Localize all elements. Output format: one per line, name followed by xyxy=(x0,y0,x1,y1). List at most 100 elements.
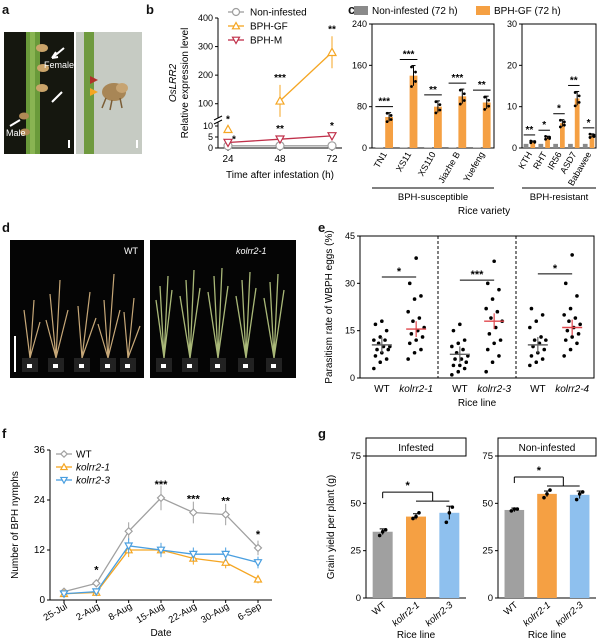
data-point xyxy=(434,111,438,115)
x-tick-label: XS11 xyxy=(394,150,413,173)
data-point xyxy=(540,313,545,317)
data-point xyxy=(489,316,493,320)
y-tick-label: 45 xyxy=(345,231,355,241)
y-tick-label: 25 xyxy=(482,546,493,557)
data-point xyxy=(447,511,452,515)
data-point xyxy=(544,137,547,141)
x-tick-label: kolrr2-4 xyxy=(555,384,589,395)
significance-label: * xyxy=(557,104,561,115)
series-line xyxy=(227,138,281,144)
data-point xyxy=(577,94,581,98)
legend-swatch xyxy=(354,6,368,15)
x-axis-label: Rice line xyxy=(458,398,497,409)
y-tick-label: 5 xyxy=(208,132,213,142)
data-point xyxy=(417,511,421,515)
x-axis-label: Date xyxy=(150,628,172,639)
data-point xyxy=(156,546,166,555)
significance-label: ** xyxy=(526,125,534,136)
legend-label: Non-infested xyxy=(250,8,307,19)
bar-bph-gf xyxy=(574,98,580,148)
data-point xyxy=(222,138,234,148)
data-point xyxy=(534,360,539,365)
data-point xyxy=(458,102,462,106)
data-point xyxy=(389,114,393,117)
data-point xyxy=(59,590,69,599)
data-point xyxy=(253,574,263,583)
data-point xyxy=(548,488,552,492)
data-point xyxy=(372,366,376,371)
data-point xyxy=(592,135,596,138)
data-point xyxy=(411,319,415,323)
data-point xyxy=(458,322,462,327)
significance-label: * xyxy=(330,121,334,132)
data-point xyxy=(563,281,568,286)
data-point xyxy=(490,360,495,365)
facet-header xyxy=(497,437,597,457)
data-point xyxy=(450,344,454,349)
data-point xyxy=(570,253,574,257)
data-point xyxy=(417,316,422,320)
photo-rice-stem-planthoppers: Female Male xyxy=(4,32,74,154)
data-point xyxy=(497,287,501,292)
panel-label-d: d xyxy=(2,220,10,235)
data-point xyxy=(567,319,571,323)
significance-label: * xyxy=(256,529,261,541)
data-point xyxy=(383,338,387,342)
bar-non-infested xyxy=(424,147,432,148)
data-point xyxy=(377,533,382,538)
data-point xyxy=(562,123,566,127)
panel-label-e: e xyxy=(318,220,326,235)
data-point xyxy=(412,297,417,301)
x-tick-label: kolrr2-3 xyxy=(477,384,511,395)
facet-header xyxy=(365,437,467,457)
x-tick-label: 24 xyxy=(222,154,234,165)
data-point xyxy=(380,529,385,534)
data-point xyxy=(563,338,568,342)
data-point xyxy=(372,338,376,342)
y-tick-label: 300 xyxy=(198,42,213,52)
bar-bph-gf xyxy=(530,141,536,148)
x-tick-label: WT xyxy=(452,384,468,395)
plot-frame xyxy=(359,235,595,379)
data-point xyxy=(450,505,455,509)
data-point xyxy=(575,341,579,346)
chart-c: Non-infested (72 h) BPH-GF (72 h) 0 80 160 24… xyxy=(352,6,597,217)
data-point xyxy=(534,319,539,323)
y-tick-label: 10 xyxy=(203,121,213,131)
data-point xyxy=(529,354,534,358)
data-point xyxy=(576,332,581,336)
bar xyxy=(504,509,525,598)
data-point xyxy=(327,141,337,151)
photo-wt-plants: WT xyxy=(10,240,144,378)
data-point xyxy=(409,332,414,336)
bar-non-infested xyxy=(582,143,588,148)
legend-label: BPH-M xyxy=(250,36,282,47)
data-point xyxy=(253,543,263,553)
x-tick-label: kolrr2-3 xyxy=(424,599,456,629)
y-tick-label: 24 xyxy=(34,495,46,506)
data-point xyxy=(542,347,547,352)
panel-label-a: a xyxy=(2,2,10,17)
y-tick-label: 0 xyxy=(362,143,367,153)
data-point xyxy=(497,354,501,358)
data-point xyxy=(462,99,466,102)
data-point xyxy=(528,363,532,368)
label-female: Female xyxy=(44,60,74,70)
data-point xyxy=(407,281,412,286)
x-tick-label: KTH xyxy=(516,150,534,171)
data-point xyxy=(533,140,537,144)
x-tick-label: 30-Aug xyxy=(199,601,231,626)
data-point xyxy=(221,510,231,519)
group-label: BPH-susceptible xyxy=(398,192,468,203)
panel-label-c: c xyxy=(348,2,356,17)
x-axis-label: Time after infestation (h) xyxy=(226,170,334,181)
data-point xyxy=(568,347,573,352)
significance-label: ** xyxy=(221,496,230,508)
data-point xyxy=(484,369,488,374)
x-tick-label: Yuefeng xyxy=(461,150,486,184)
legend-marker xyxy=(231,36,241,45)
data-point xyxy=(512,507,517,511)
x-tick-label: WT xyxy=(374,384,390,395)
x-tick-label: kolrr2-1 xyxy=(399,384,433,395)
